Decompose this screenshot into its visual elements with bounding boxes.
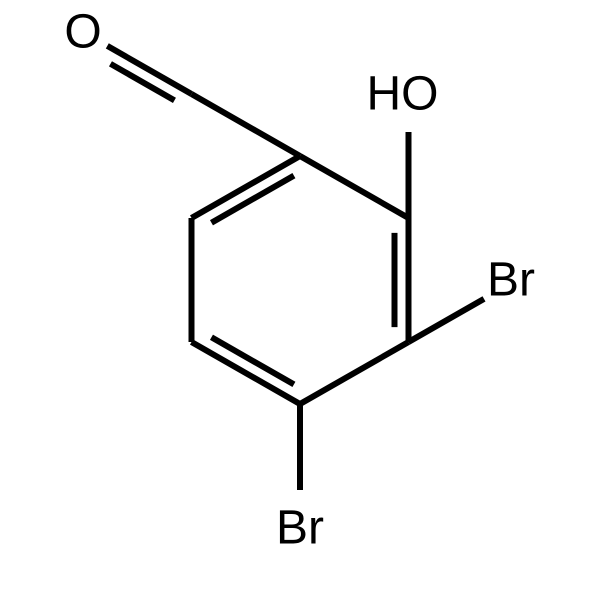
molecule-diagram: O HO Br Br	[0, 0, 600, 600]
bond	[192, 156, 301, 218]
atom-label: Br	[487, 254, 535, 307]
bond	[300, 156, 409, 218]
atom-label: O	[64, 6, 101, 59]
atom-label: Br	[276, 502, 324, 555]
bond	[409, 299, 485, 342]
atom-label: HO	[367, 68, 439, 121]
bond	[300, 342, 409, 404]
bond	[192, 94, 301, 156]
bond	[192, 342, 301, 404]
